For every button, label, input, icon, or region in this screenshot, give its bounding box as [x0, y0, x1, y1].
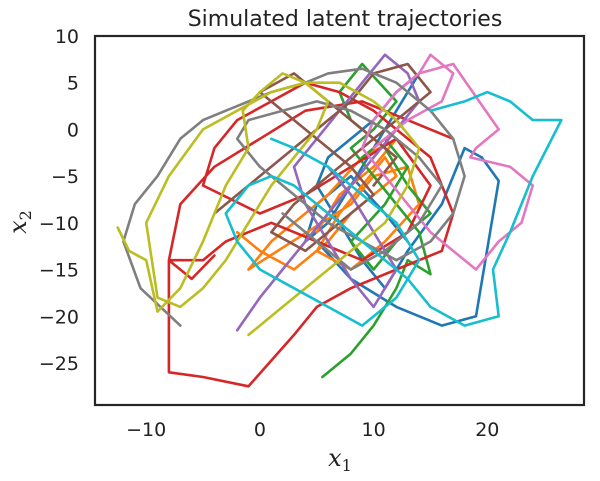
y-tick-label: −10 — [39, 213, 79, 235]
x-axis-label-subscript: 1 — [342, 456, 352, 475]
x-tick-label: −10 — [126, 419, 166, 441]
x-tick-label: 10 — [362, 419, 386, 441]
y-tick-label: 0 — [67, 119, 79, 141]
series-layer — [116, 53, 563, 388]
y-tick-label: 5 — [67, 73, 79, 95]
y-tick-label: −15 — [39, 260, 79, 282]
y-tick-label: −25 — [39, 353, 79, 375]
x-tick-label: 20 — [475, 419, 499, 441]
x-tick-label: 0 — [254, 419, 266, 441]
y-tick-label: −5 — [51, 166, 79, 188]
y-axis-label-main: x — [4, 220, 32, 234]
trajectory-line-5 — [235, 53, 421, 332]
trajectory-line-9 — [116, 72, 421, 337]
trajectory-line-4 — [167, 81, 455, 388]
chart-title: Simulated latent trajectories — [188, 7, 503, 32]
trajectory-line-6 — [213, 62, 432, 253]
trajectory-line-8 — [122, 67, 466, 327]
plot-frame — [93, 34, 586, 407]
y-axis-label: x2 — [4, 210, 35, 234]
y-tick-label: −20 — [39, 306, 79, 328]
y-axis-label-subscript: 2 — [16, 210, 35, 220]
trajectory-line-7 — [360, 53, 535, 271]
tick-labels: −10 0 10 20 10 5 0 −5 −10 −15 −20 −25 — [39, 26, 500, 441]
x-axis-label-main: x — [328, 444, 342, 472]
y-tick-label: 10 — [55, 26, 79, 48]
trajectory-line-3 — [321, 62, 432, 379]
x-axis-label: x1 — [328, 444, 352, 475]
trajectory-line-10 — [224, 90, 563, 327]
